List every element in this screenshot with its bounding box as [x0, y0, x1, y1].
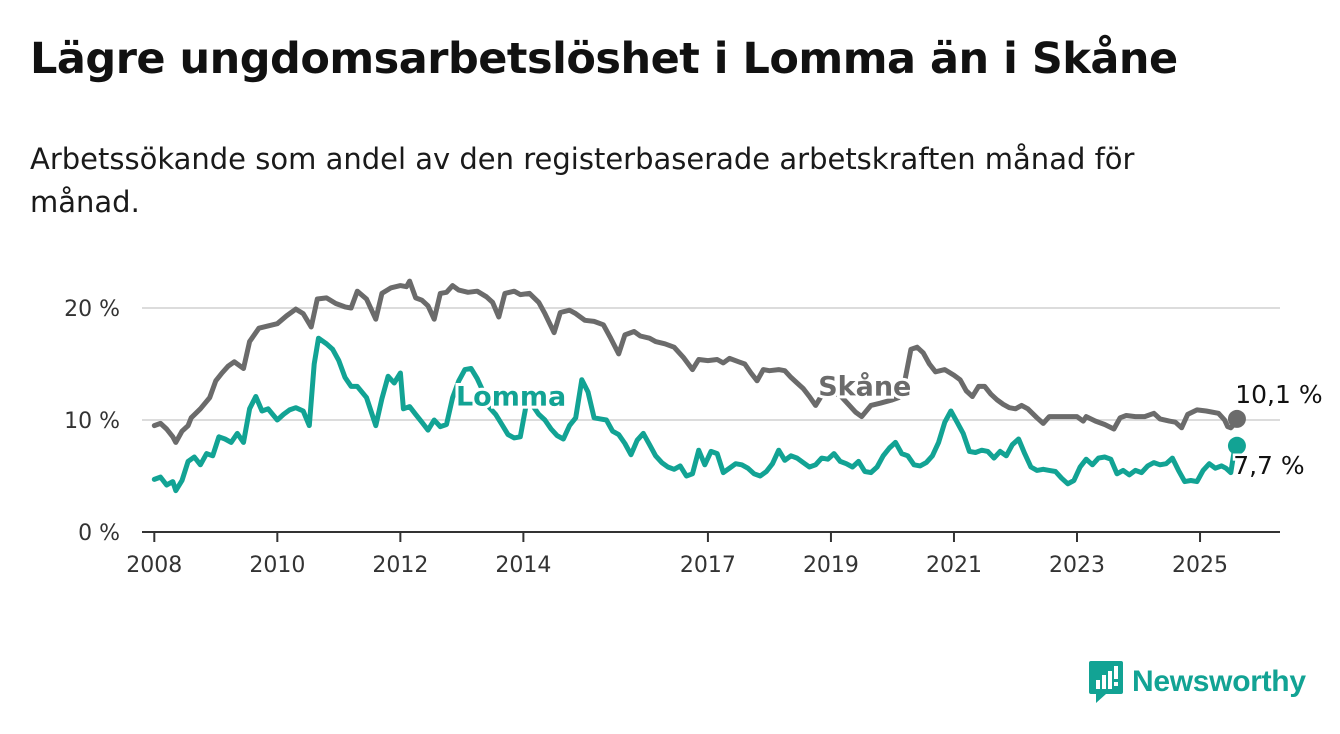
end-point-skane	[1227, 409, 1246, 428]
x-tick-label: 2023	[1049, 553, 1105, 578]
series-line-lomma	[151, 335, 1240, 494]
line-chart: 0 % 10 % 20 % 2008 2010 2012 2014 2017 2019 2021 2…	[64, 278, 1325, 578]
y-tick-label: 10 %	[64, 409, 120, 434]
label-layer: 10,1 % 7,7 % Lomma Skåne	[453, 367, 1325, 482]
series-layer	[151, 278, 1240, 494]
x-tick-label: 2008	[126, 553, 182, 578]
y-tick-label: 0 %	[78, 521, 120, 546]
x-tick-label: 2021	[926, 553, 982, 578]
end-point-lomma	[1227, 436, 1246, 455]
end-value-label-skane: 10,1 %	[1235, 380, 1322, 409]
page-title: Lägre ungdomsarbetslöshet i Lomma än i S…	[30, 34, 1178, 84]
series-line-skane	[151, 278, 1240, 445]
series-label-skane: Skåne	[818, 370, 911, 402]
x-tick-label: 2014	[495, 553, 551, 578]
x-tick-label: 2025	[1172, 553, 1228, 578]
x-tick-label: 2010	[249, 553, 305, 578]
x-tick-label: 2019	[803, 553, 859, 578]
x-tick-label: 2012	[372, 553, 428, 578]
x-tick-label: 2017	[680, 553, 736, 578]
end-value-label-lomma: 7,7 %	[1233, 451, 1304, 480]
y-tick-label: 20 %	[64, 297, 120, 322]
page-subtitle: Arbetssökande som andel av den registerb…	[30, 142, 1135, 219]
brand-name: Newsworthy	[1132, 665, 1306, 698]
brand: Newsworthy	[1088, 660, 1306, 704]
series-label-lomma: Lomma	[456, 381, 566, 412]
newsworthy-logo-icon	[1089, 661, 1123, 703]
